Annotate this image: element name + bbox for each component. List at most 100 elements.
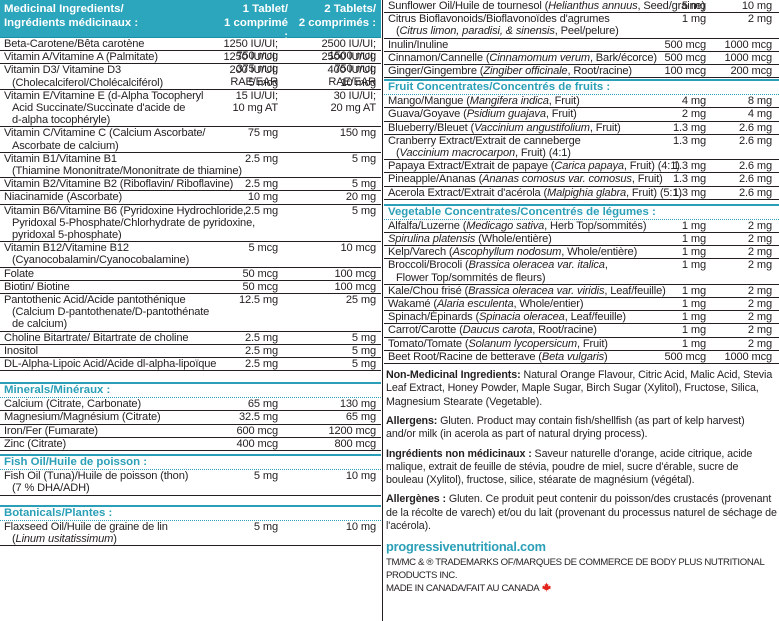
amount-one-tablet: 32.5 mg (238, 411, 278, 424)
minerals-title: Minerals/Minéraux : (0, 384, 381, 399)
amount-one-tablet: 2 mg (681, 108, 706, 121)
ingredient-name: Kale/Chou frisé (Brassica oleracea var. … (388, 284, 666, 297)
ingredient-row: Cranberry Extract/Extrait de canneberge(… (384, 134, 779, 161)
amount-one-tablet: 1250 IU/UI; 750 mcg (223, 38, 279, 63)
ingredient-row: Iron/Fer (Fumarate) 600 mcg 1200 mcg (0, 425, 381, 438)
ingredient-row: Biotin/ Biotine 50 mcg 100 mcg (0, 280, 381, 295)
ingredient-name: Beta-Carotene/Bêta carotène (4, 38, 145, 50)
allergens-en-text: Gluten. Product may contain fish/shellfi… (386, 414, 745, 441)
amount-one-tablet: 1.3 mg (672, 173, 706, 186)
ingredient-name: Vitamin B2/Vitamine B2 (Riboflavin/ Ribo… (4, 178, 234, 191)
amount-one-tablet: 1 mg (681, 259, 706, 272)
amount-one-tablet: 65 mg (247, 398, 278, 411)
non-medicinal-en-label: Non-Medicinal Ingredients: (386, 369, 521, 382)
fish-oil-title: Fish Oil/Huile de poisson : (0, 456, 381, 471)
amount-two-tablets: 200 mcg (730, 65, 773, 78)
trademark-notice: TM/MC & ® TRADEMARKS OF/MARQUES DE COMME… (386, 557, 765, 581)
ingredient-name: Niacinamide (Ascorbate) (4, 191, 123, 204)
ingredient-row: Kale/Chou frisé (Brassica oleracea var. … (384, 284, 779, 299)
vitamin-rows: Beta-Carotene/Bêta carotène 1250 IU/UI; 75… (0, 38, 381, 372)
ingredient-name: Cranberry Extract/Extrait de canneberge (388, 134, 581, 147)
ingredient-row: Papaya Extract/Extrait de papaye (Carica… (384, 160, 779, 174)
ingredient-row: Alfalfa/Luzerne (Medicago sativa, Herb T… (384, 219, 779, 234)
amount-two-tablets: 5 mg (351, 344, 376, 357)
ingredient-name: Flower Top/sommités de fleurs) (396, 271, 546, 284)
amount-one-tablet: 5 mg (681, 0, 706, 12)
amount-one-tablet: 1 mg (681, 311, 706, 324)
amount-one-tablet: 1.3 mg (672, 134, 706, 147)
ingredient-name: DL-Alpha-Lipoic Acid/Acide dl-alpha-lipo… (4, 358, 217, 371)
non-medicinal-en-text: Natural Orange Flavour, Citric Acid, Mal… (386, 369, 773, 408)
amount-one-tablet: 500 mcg (664, 350, 707, 363)
ingredient-name: (Thiamine Mononitrate/Mononitrate de thi… (12, 165, 242, 178)
amount-two-tablets: 25 mg (345, 294, 376, 307)
amount-two-tablets: 2 mg (747, 337, 772, 350)
amount-one-tablet: 5 mg (253, 520, 278, 533)
ingredient-name: Magnesium/Magnésium (Citrate) (4, 411, 161, 424)
website-link[interactable]: progressivenutritional.com (386, 539, 546, 555)
amount-one-tablet: 1 mg (681, 246, 706, 259)
section-divider (384, 79, 779, 82)
ingredient-row: Fish Oil (Tuna)/Huile de poisson (thon)(… (0, 470, 381, 496)
amount-two-tablets: 5 mg (351, 178, 376, 191)
ingredient-row: Folate 50 mcg 100 mcg (0, 268, 381, 281)
amount-one-tablet: 5 mcg (248, 242, 279, 255)
ingredient-name: Carrot/Carotte (Daucus carota, Root/raci… (388, 324, 597, 337)
amount-two-tablets: 30 IU/UI; 20 mg AT (330, 89, 377, 115)
ingredient-row: Carrot/Carotte (Daucus carota, Root/raci… (384, 324, 779, 338)
amount-one-tablet: 1 mg (681, 219, 706, 232)
amount-two-tablets: 2 mg (747, 324, 772, 337)
amount-one-tablet: 1 mg (681, 13, 706, 26)
vegetable-title: Vegetable Concentrates/Concentrés de lég… (384, 206, 779, 220)
ingredient-name: Alfalfa/Luzerne (Medicago sativa, Herb T… (388, 219, 647, 232)
header-ingredients-fr: Ingrédients médicinaux : (4, 16, 139, 29)
amount-two-tablets: 2 mg (747, 219, 772, 232)
amount-one-tablet: 1 mg (681, 337, 706, 350)
ingredient-name: Pantothenic Acid/Acide pantothénique (4, 294, 186, 307)
ingredient-name: pyridoxal 5-phosphate) (12, 229, 122, 242)
allergens-fr: Allergènes : Gluten. Ce produit peut con… (384, 493, 779, 533)
amount-two-tablets: 5 mg (351, 358, 376, 371)
amount-two-tablets: 10 mg (741, 0, 772, 12)
amount-two-tablets: 65 mg (345, 411, 376, 424)
amount-one-tablet: 1 mg (681, 298, 706, 311)
ingredient-name: Vitamin B12/Vitamine B12 (4, 242, 129, 255)
section-divider (0, 504, 381, 507)
amount-two-tablets: 5 mg (351, 331, 376, 344)
left-column: Medicinal Ingredients/ Ingrédients médic… (0, 0, 381, 546)
amount-one-tablet: 50 mcg (242, 280, 279, 293)
non-medicinal-fr: Ingrédients non médicinaux : Saveur natu… (384, 448, 779, 488)
ingredient-row: Citrus Bioflavonoids/Bioflavonoïdes d'ag… (384, 13, 779, 39)
vegetable-rows: Alfalfa/Luzerne (Medicago sativa, Herb T… (384, 219, 779, 365)
ingredient-name: Pyridoxal 5-Phosphate/Chlorhydrate de py… (12, 216, 256, 229)
ingredient-row: Niacinamide (Ascorbate) 10 mg 20 mg (0, 191, 381, 205)
ingredient-name: Choline Bitartrate/ Bitartrate de cholin… (4, 331, 189, 344)
header-two-en: 2 Tablets/ (324, 3, 376, 15)
ingredient-row: Vitamin C/Vitamine C (Calcium Ascorbate/… (0, 127, 381, 153)
ingredient-row: Spinach/Épinards (Spinacia oleracea, Lea… (384, 311, 779, 325)
amount-two-tablets: 2 mg (747, 259, 772, 272)
ingredient-row: Blueberry/Bleuet (Vaccinium angustifoliu… (384, 122, 779, 135)
amount-one-tablet: 1.3 mg (672, 186, 706, 199)
amount-two-tablets: 2.6 mg (738, 134, 772, 147)
ingredient-row: Acerola Extract/Extrait d'acérola (Malpi… (384, 187, 779, 200)
ingredient-name: Vitamin C/Vitamine C (Calcium Ascorbate/ (4, 127, 206, 140)
amount-one-tablet: 15 IU/UI; 10 mg AT (232, 89, 279, 115)
ingredient-name: (Cyanocobalamin/Cyanocobalamine) (12, 254, 190, 267)
ingredient-row: Vitamin B12/Vitamine B12 (Cyanocobalamin/… (0, 242, 381, 268)
ingredient-name: Spirulina platensis (Whole/entière) (388, 233, 552, 246)
ingredient-name: Iron/Fer (Fumarate) (4, 424, 98, 437)
amount-two-tablets: 2 mg (747, 284, 772, 297)
ingredient-name: de calcium) (12, 318, 68, 331)
ingredient-row: Beet Root/Racine de betterave (Beta vulg… (384, 350, 779, 365)
amount-two-tablets: 100 mcg (334, 267, 377, 280)
non-medicinal-fr-text: Saveur naturelle d'orange, acide citriqu… (386, 447, 753, 487)
ingredient-name: Citrus Bioflavonoids/Bioflavonoïdes d'ag… (388, 13, 610, 26)
amount-one-tablet: 1.3 mg (672, 121, 706, 134)
allergens-en: Allergens: Gluten. Product may contain f… (384, 415, 779, 442)
ingredient-name: (Vaccinium macrocarpon, Fruit) (4:1) (396, 147, 571, 160)
amount-one-tablet: 2.5 mg (244, 331, 278, 344)
ingredient-name: Ginger/Gingembre (Zingiber officinale, R… (388, 65, 632, 78)
amount-two-tablets: 400 IU/UI; 10 mcg (327, 64, 377, 89)
ingredient-name: Wakamé (Alaria esculenta, Whole/entier) (388, 298, 584, 311)
